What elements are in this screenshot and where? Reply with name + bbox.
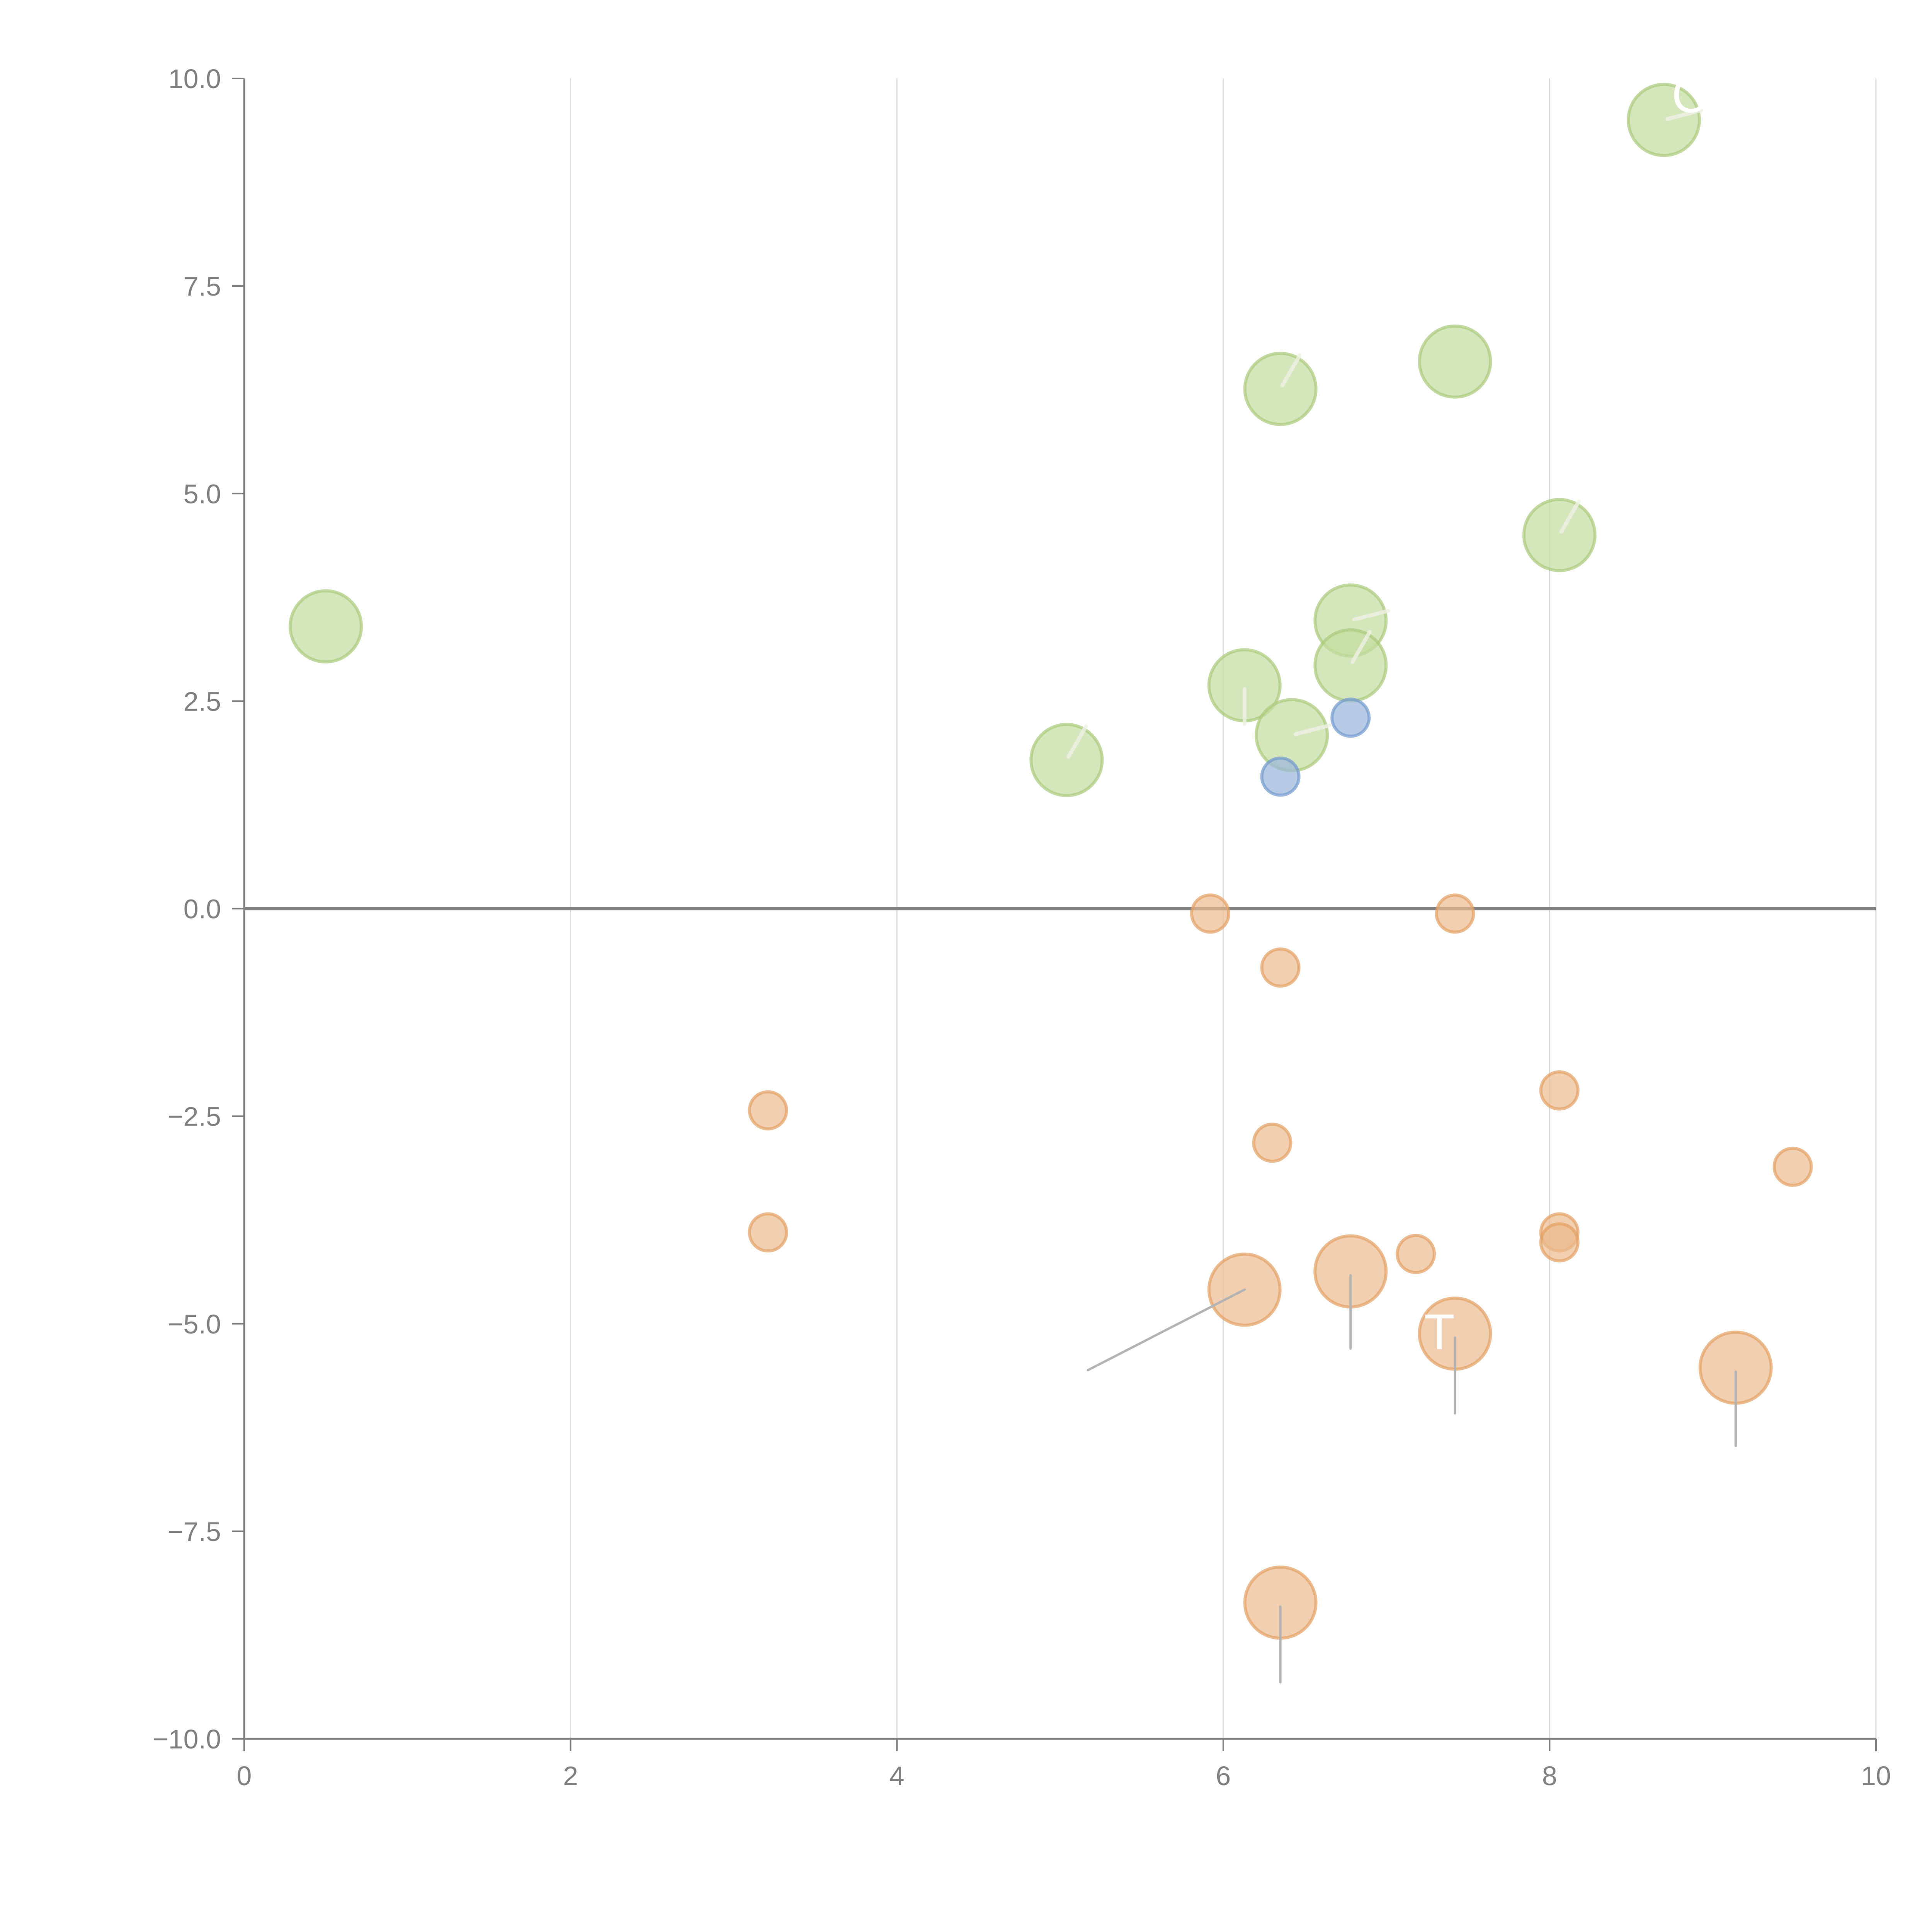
orange-bubble[interactable] bbox=[748, 1090, 788, 1131]
bubble-label: T bbox=[1424, 1304, 1454, 1360]
y-tick-label: 0.0 bbox=[184, 894, 221, 924]
orange-bubble[interactable] bbox=[1772, 1146, 1813, 1187]
orange-bubble[interactable] bbox=[748, 1212, 788, 1253]
green-bubble[interactable] bbox=[1029, 723, 1104, 797]
label-leader-line bbox=[1280, 353, 1302, 388]
x-tick-label: 10 bbox=[1861, 1761, 1891, 1791]
bubbles bbox=[289, 83, 1813, 1640]
y-tick-label: −7.5 bbox=[168, 1517, 221, 1547]
y-tick-label: 7.5 bbox=[184, 271, 221, 301]
label-leader-line bbox=[1352, 609, 1390, 622]
label-leader-line bbox=[1559, 499, 1581, 534]
blue-bubble[interactable] bbox=[1330, 697, 1371, 738]
orange-bubble[interactable] bbox=[1435, 893, 1475, 934]
label-leader-line bbox=[1066, 724, 1088, 759]
annotations: CT bbox=[1066, 66, 1737, 1684]
x-tick-label: 4 bbox=[889, 1761, 905, 1791]
orange-bubble[interactable] bbox=[1396, 1234, 1436, 1274]
bubble-label: C bbox=[1672, 66, 1708, 123]
y-tick-label: −5.0 bbox=[168, 1309, 221, 1339]
green-bubble[interactable] bbox=[1255, 698, 1329, 772]
y-tick-label: 5.0 bbox=[184, 479, 221, 509]
label-leader-line bbox=[1665, 108, 1704, 121]
x-tick-label: 2 bbox=[563, 1761, 578, 1791]
orange-bubble[interactable] bbox=[1539, 1070, 1580, 1111]
x-tick-label: 8 bbox=[1542, 1761, 1557, 1791]
label-leader-line bbox=[1087, 1288, 1246, 1372]
x-tick-label: 6 bbox=[1216, 1761, 1231, 1791]
green-bubble[interactable] bbox=[1418, 324, 1492, 399]
orange-bubble[interactable] bbox=[1260, 947, 1301, 988]
y-tick-label: −10.0 bbox=[153, 1724, 221, 1754]
y-tick-label: −2.5 bbox=[168, 1102, 221, 1132]
green-bubble[interactable] bbox=[1522, 498, 1597, 572]
x-tick-label: 0 bbox=[237, 1761, 252, 1791]
label-leader-line bbox=[1350, 629, 1372, 664]
orange-bubble[interactable] bbox=[1190, 893, 1231, 934]
y-tick-label: 2.5 bbox=[184, 686, 221, 716]
green-bubble[interactable] bbox=[289, 589, 363, 664]
green-bubble[interactable] bbox=[1243, 352, 1318, 426]
blue-bubble[interactable] bbox=[1260, 756, 1301, 797]
green-bubble[interactable] bbox=[1627, 83, 1701, 157]
orange-bubble[interactable] bbox=[1252, 1122, 1293, 1163]
label-leader-line bbox=[1293, 723, 1332, 736]
orange-bubble[interactable] bbox=[1539, 1222, 1580, 1263]
axes: 10.0 7.5 5.0 2.5 0.0 −2.5 −5.0 −7.5 −10.0 0 2 4 6 8 10 bbox=[153, 64, 1891, 1791]
green-bubble[interactable] bbox=[1313, 628, 1388, 702]
y-tick-label: 10.0 bbox=[168, 64, 221, 94]
